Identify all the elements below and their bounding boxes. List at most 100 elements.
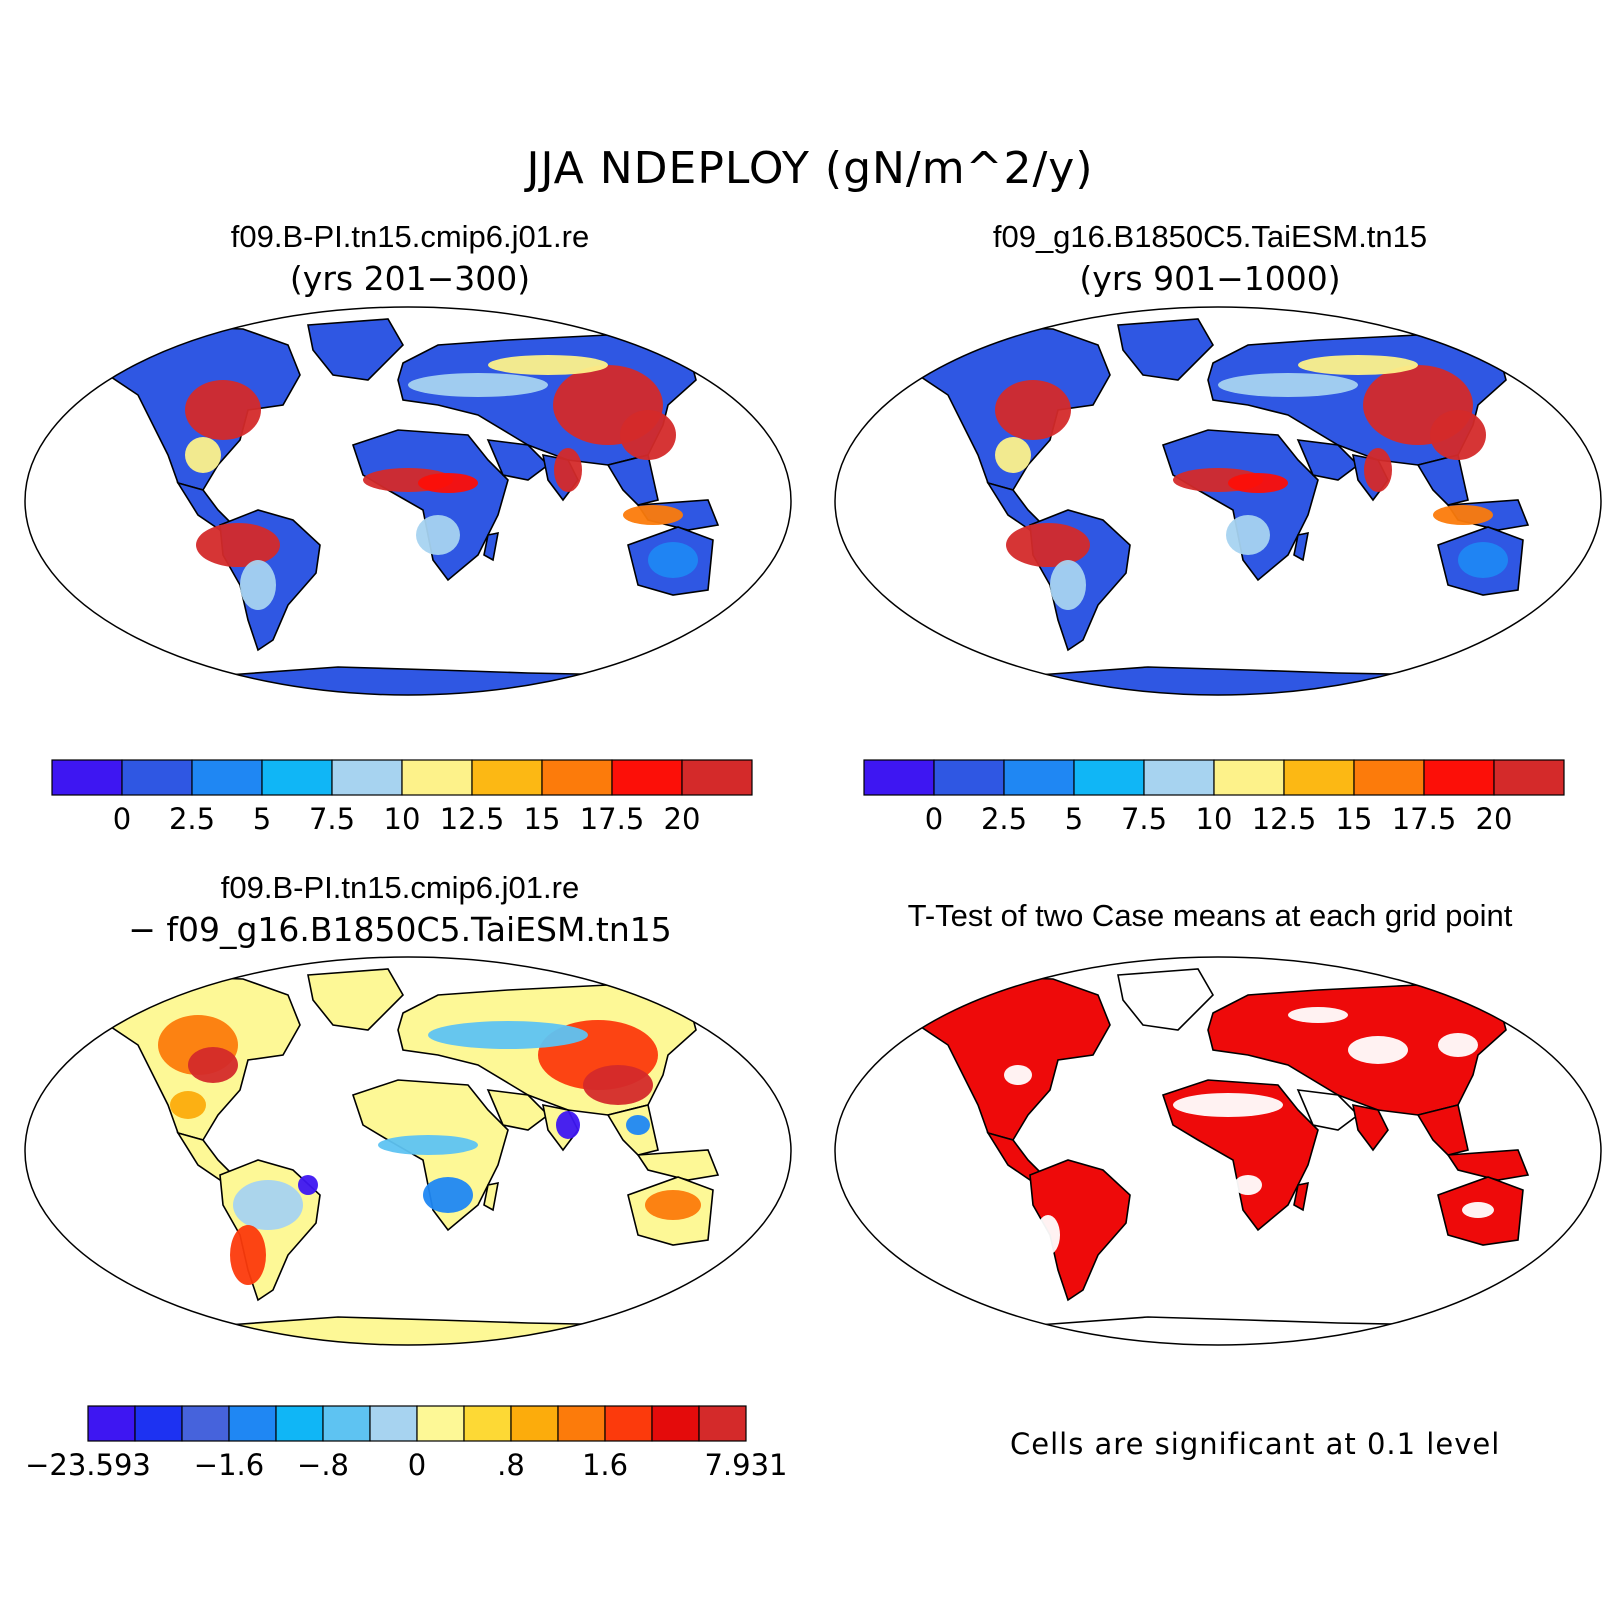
cbar-case2-swatch-4 (1143, 759, 1215, 796)
cbar-case1-swatch-6 (471, 759, 543, 796)
panel-title-case1: f09.B-PI.tn15.cmip6.j01.re (yrs 201−300) (160, 217, 660, 301)
map-diff-madagascar (483, 1181, 500, 1212)
map-case2-greenland (1117, 318, 1214, 381)
cbar-case2-label-8: 20 (1476, 802, 1513, 836)
cbar-diff-swatch-10 (557, 1405, 606, 1442)
map-ttest-india (1351, 1103, 1389, 1152)
cbar-case2-label-4: 10 (1196, 802, 1233, 836)
cbar-diff-swatch-3 (228, 1405, 277, 1442)
cbar-case2-swatch-8 (1423, 759, 1495, 796)
cbar-case2-label-0: 0 (925, 802, 943, 836)
map-panel-case1 (24, 306, 792, 696)
cbar-diff-swatch-12 (651, 1405, 700, 1442)
map-case1-madagascar (483, 531, 500, 562)
cbar-diff-swatch-8 (463, 1405, 512, 1442)
panel-title-case1-years: (yrs 201−300) (289, 259, 531, 298)
cbar-case1-label-3: 7.5 (309, 802, 355, 836)
panel-title-diff-case1: f09.B-PI.tn15.cmip6.j01.re (220, 870, 580, 905)
cbar-case1-label-4: 10 (384, 802, 421, 836)
map-panel-diff (24, 956, 792, 1346)
cbar-case1-label-6: 15 (524, 802, 561, 836)
map-case1-arabia (486, 439, 550, 481)
map-ttest-maritime (1446, 1149, 1530, 1181)
cbar-diff-label-4: .8 (497, 1448, 525, 1482)
panel-title-diff-case2: − f09_g16.B1850C5.TaiESM.tn15 (128, 910, 672, 949)
map-case1-outline (24, 306, 792, 696)
panel-title-case2: f09_g16.B1850C5.TaiESM.tn15 (yrs 901−100… (940, 217, 1480, 301)
cbar-diff-swatch-7 (416, 1405, 465, 1442)
cbar-diff-swatch-13 (698, 1405, 747, 1442)
cbar-case1-label-1: 2.5 (169, 802, 215, 836)
colorbar-case2: 0 2.5 5 7.5 10 12.5 15 17.5 20 (863, 759, 1565, 836)
cbar-case1-swatch-9 (681, 759, 753, 796)
cbar-case1-label-8: 20 (664, 802, 701, 836)
map-case2-arabia (1296, 439, 1360, 481)
cbar-case2-label-5: 12.5 (1252, 802, 1317, 836)
cbar-case2-label-3: 7.5 (1121, 802, 1167, 836)
map-ttest-africa (1161, 1079, 1319, 1232)
cbar-diff-swatch-4 (275, 1405, 324, 1442)
cbar-case1-swatch-7 (541, 759, 613, 796)
cbar-diff-swatch-1 (134, 1405, 183, 1442)
cbar-case2-label-6: 15 (1336, 802, 1373, 836)
panel-title-case2-years: (yrs 901−1000) (1079, 259, 1341, 298)
map-case2-madagascar (1293, 531, 1310, 562)
cbar-case1-swatch-1 (121, 759, 193, 796)
cbar-case2-label-7: 17.5 (1392, 802, 1457, 836)
cbar-case1-label-7: 17.5 (580, 802, 645, 836)
cbar-diff-label-3: 0 (408, 1448, 426, 1482)
panel-title-diff: f09.B-PI.tn15.cmip6.j01.re − f09_g16.B18… (60, 868, 740, 952)
cbar-case1-swatch-0 (51, 759, 123, 796)
map-ttest-madagascar (1293, 1181, 1310, 1212)
cbar-diff-label-5: 1.6 (582, 1448, 628, 1482)
cbar-case2-swatch-5 (1213, 759, 1285, 796)
map-ttest-greenland (1117, 968, 1214, 1031)
cbar-case1-swatch-3 (261, 759, 333, 796)
map-ttest-seasia (1416, 1104, 1469, 1156)
colorbar-diff: −23.593 −1.6 −.8 0 .8 1.6 7.931 (25, 1405, 788, 1482)
cbar-case1-swatch-8 (611, 759, 683, 796)
cbar-case2-label-2: 5 (1065, 802, 1083, 836)
cbar-diff-label-0: −23.593 (25, 1448, 151, 1482)
map-panel-ttest (834, 956, 1602, 1346)
map-case1-greenland (307, 318, 404, 381)
map-case2-outline (834, 306, 1602, 696)
cbar-case1-swatch-2 (191, 759, 263, 796)
cbar-case2-label-1: 2.5 (981, 802, 1027, 836)
cbar-diff-swatch-0 (87, 1405, 136, 1442)
significance-note: Cells are significant at 0.1 level (1010, 1427, 1501, 1461)
panel-title-ttest-text: T-Test of two Case means at each grid po… (907, 898, 1513, 933)
map-ttest-arabia (1296, 1089, 1360, 1131)
map-panel-case2 (834, 306, 1602, 696)
cbar-diff-label-1: −1.6 (194, 1448, 264, 1482)
panel-title-case2-name: f09_g16.B1850C5.TaiESM.tn15 (992, 219, 1428, 254)
cbar-case2-swatch-2 (1003, 759, 1075, 796)
map-ttest-outline (834, 956, 1602, 1346)
cbar-diff-swatch-9 (510, 1405, 559, 1442)
figure-title: JJA NDEPLOY (gN/m^2/y) (526, 143, 1094, 194)
cbar-case2-swatch-1 (933, 759, 1005, 796)
colorbar-case1: 0 2.5 5 7.5 10 12.5 15 17.5 20 (51, 759, 753, 836)
cbar-case2-swatch-3 (1073, 759, 1145, 796)
cbar-case1-label-5: 12.5 (440, 802, 505, 836)
cbar-case1-swatch-4 (331, 759, 403, 796)
cbar-case1-label-2: 5 (253, 802, 271, 836)
cbar-diff-swatch-11 (604, 1405, 653, 1442)
cbar-case1-swatch-5 (401, 759, 473, 796)
panel-title-ttest: T-Test of two Case means at each grid po… (840, 896, 1580, 936)
cbar-case2-swatch-6 (1283, 759, 1355, 796)
panel-title-case1-name: f09.B-PI.tn15.cmip6.j01.re (230, 219, 590, 254)
cbar-case2-swatch-9 (1493, 759, 1565, 796)
cbar-diff-swatch-5 (322, 1405, 371, 1442)
cbar-diff-swatch-2 (181, 1405, 230, 1442)
map-diff-outline (24, 956, 792, 1346)
cbar-diff-label-2: −.8 (297, 1448, 349, 1482)
cbar-case2-swatch-0 (863, 759, 935, 796)
cbar-case2-swatch-7 (1353, 759, 1425, 796)
map-diff-arabia (486, 1089, 550, 1131)
map-diff-greenland (307, 968, 404, 1031)
cbar-case1-label-0: 0 (113, 802, 131, 836)
cbar-diff-swatch-6 (369, 1405, 418, 1442)
cbar-diff-label-6: 7.931 (704, 1448, 787, 1482)
map-diff-maritime (636, 1149, 720, 1181)
